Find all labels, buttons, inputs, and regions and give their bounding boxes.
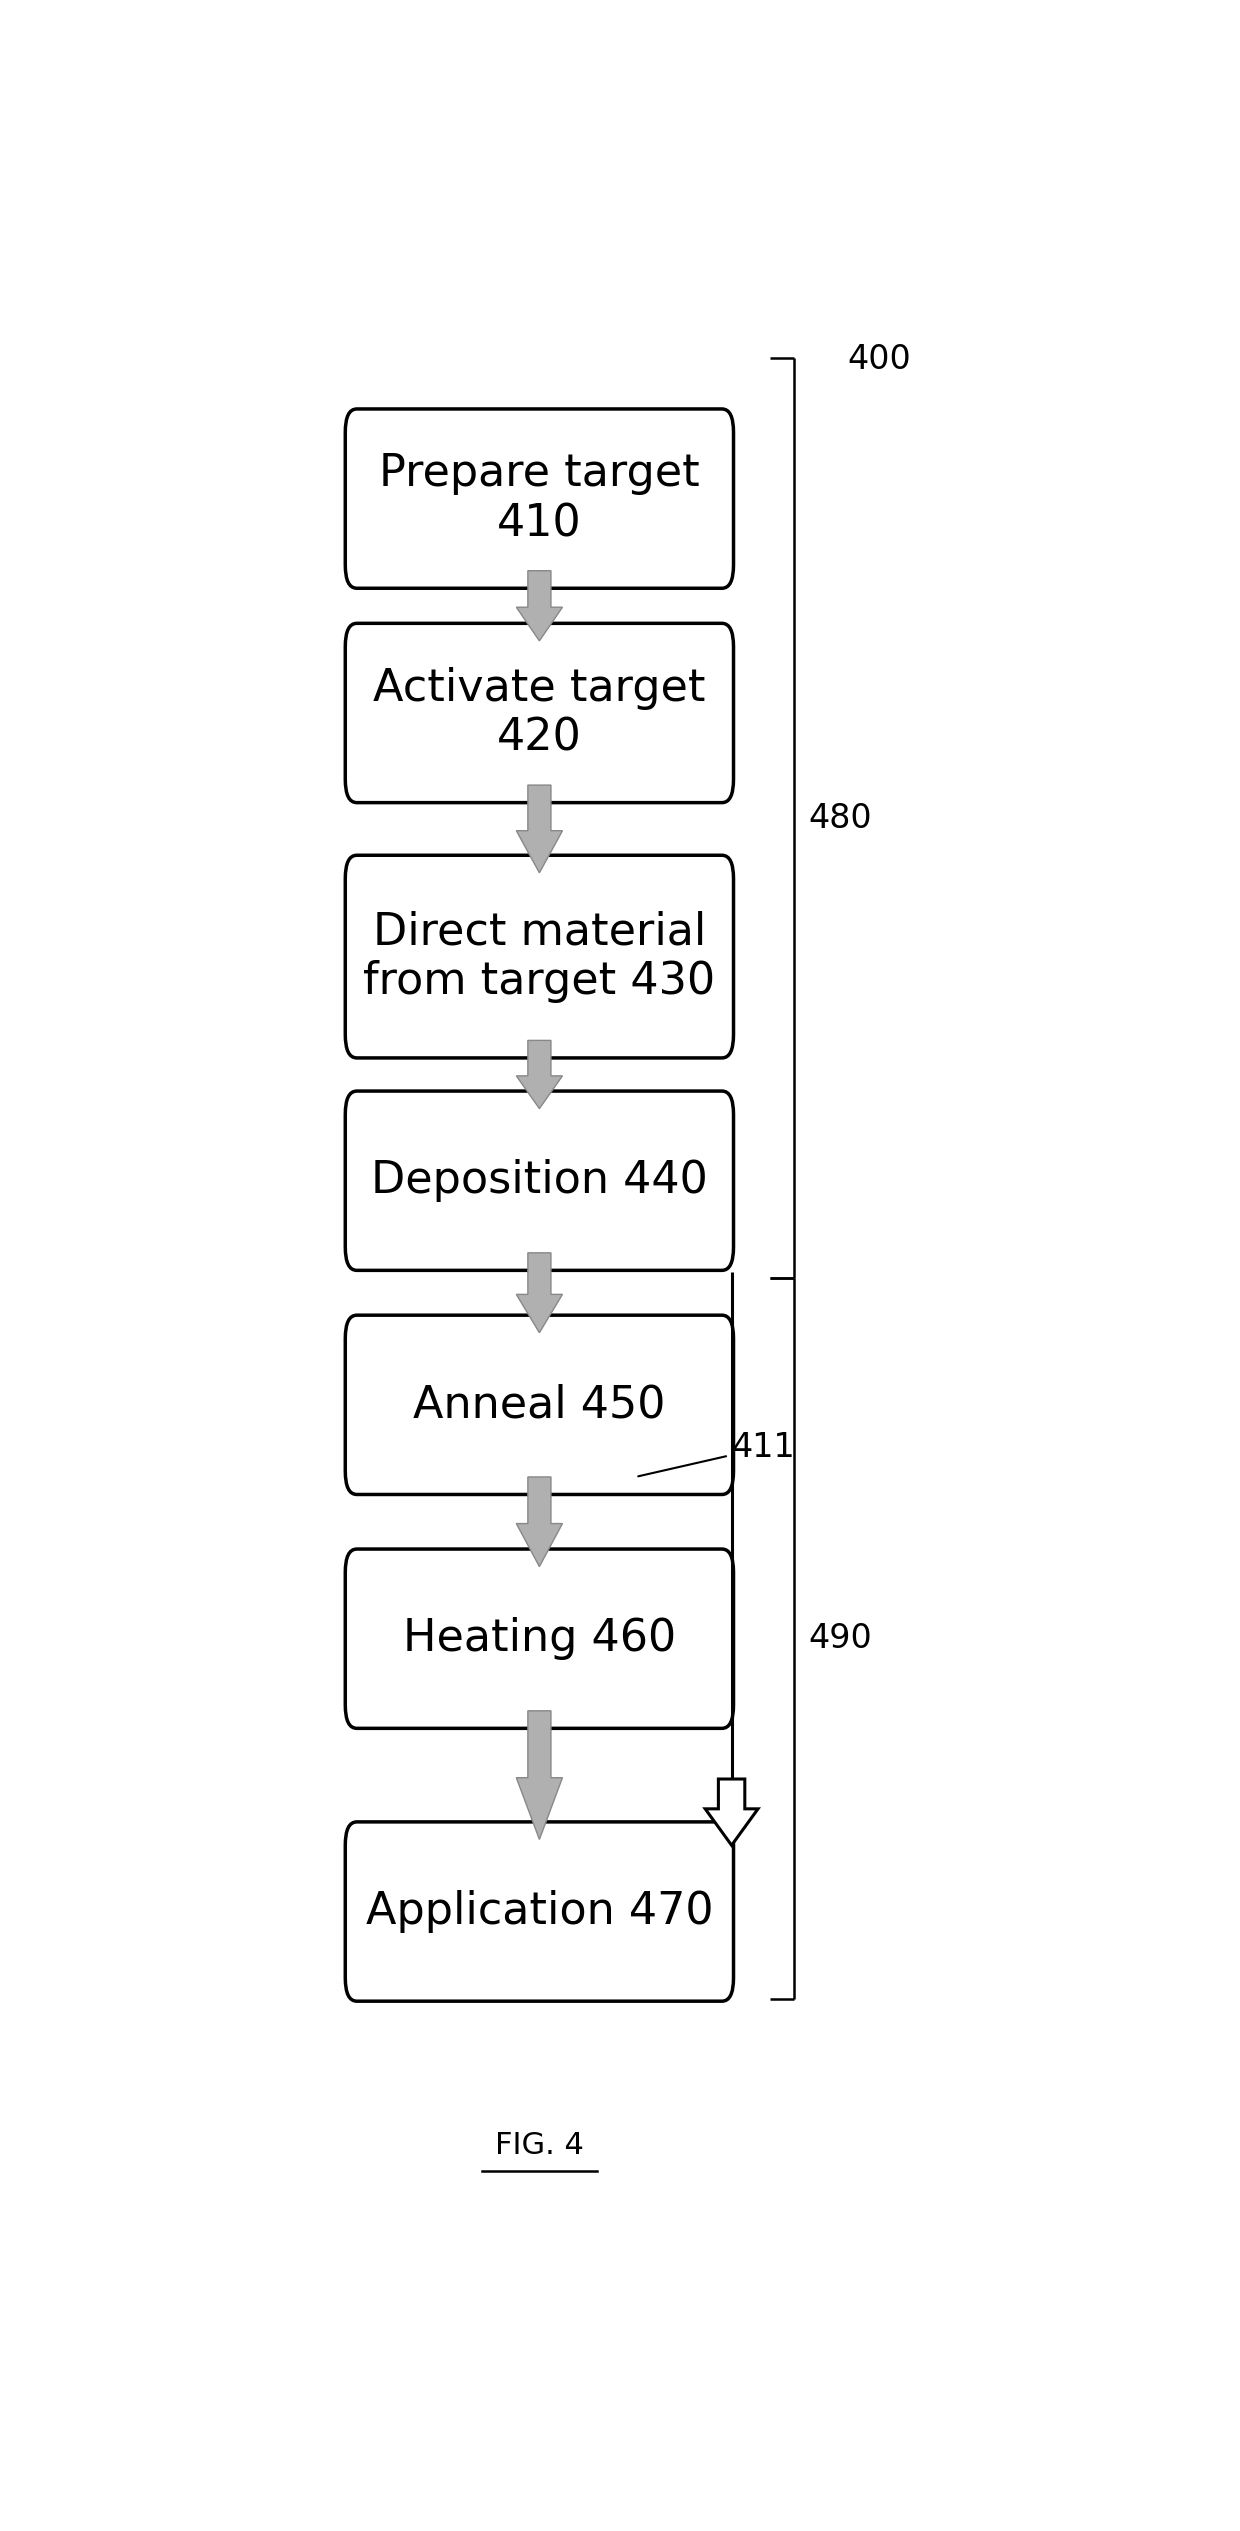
Text: Application 470: Application 470 [366,1891,713,1934]
FancyBboxPatch shape [345,1549,734,1729]
Text: FIG. 4: FIG. 4 [495,2131,584,2159]
Polygon shape [516,1253,563,1334]
FancyBboxPatch shape [345,623,734,802]
Polygon shape [706,1779,758,1845]
FancyBboxPatch shape [345,410,734,587]
FancyBboxPatch shape [345,1822,734,2002]
Text: 400: 400 [847,342,910,375]
Text: Heating 460: Heating 460 [403,1617,676,1660]
Text: 490: 490 [808,1622,872,1655]
Text: Deposition 440: Deposition 440 [371,1159,708,1202]
Text: 480: 480 [808,802,872,835]
Text: Activate target
420: Activate target 420 [373,666,706,759]
FancyBboxPatch shape [345,855,734,1058]
Polygon shape [516,785,563,873]
Text: 411: 411 [639,1430,795,1476]
FancyBboxPatch shape [345,1091,734,1271]
FancyBboxPatch shape [345,1316,734,1493]
Text: Prepare target
410: Prepare target 410 [379,453,699,544]
Polygon shape [516,1040,563,1109]
Polygon shape [516,1711,563,1840]
Text: Direct material
from target 430: Direct material from target 430 [363,911,715,1002]
Polygon shape [516,569,563,640]
Polygon shape [516,1478,563,1567]
Text: Anneal 450: Anneal 450 [413,1384,666,1427]
